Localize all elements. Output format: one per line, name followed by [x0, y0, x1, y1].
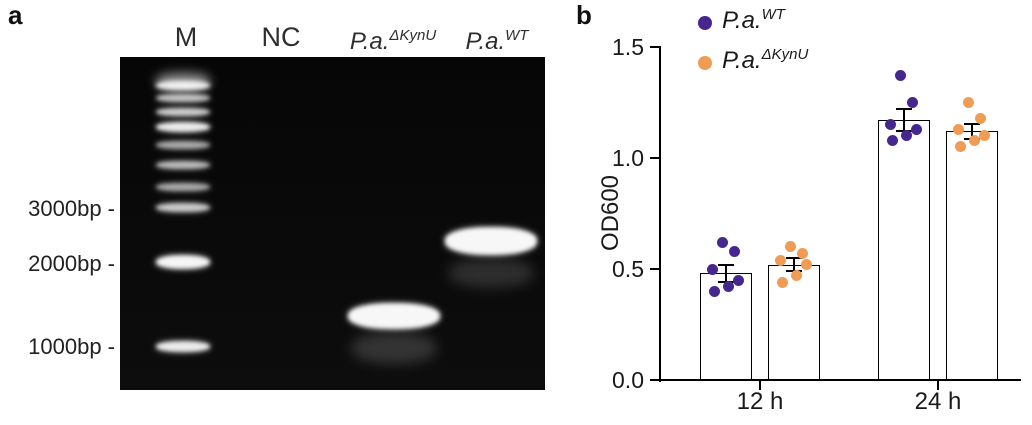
gel-lane-label-marker: M [174, 22, 198, 52]
data-point [796, 247, 808, 259]
gel-band [156, 255, 210, 269]
lane-label-base: P.a. [349, 28, 390, 55]
y-tick-label: 1.0 [612, 145, 644, 171]
data-point [906, 97, 918, 108]
data-point [784, 241, 796, 253]
data-point [774, 254, 786, 266]
data-point [974, 112, 986, 124]
x-tick-mark [759, 381, 761, 390]
gel-size-label-3000bp: 3000bp - [28, 196, 115, 221]
gel-lane-label-wt: P.a.WT [466, 27, 529, 56]
data-point [800, 259, 812, 271]
x-category-label: 24 h [914, 388, 962, 415]
data-point [706, 263, 718, 275]
bar [878, 120, 930, 380]
y-axis-line [659, 46, 661, 382]
gel-band [156, 203, 210, 212]
bar [768, 264, 820, 380]
error-bar-line [903, 109, 905, 132]
y-tick-mark [650, 379, 659, 381]
gel-band [156, 141, 210, 149]
gel-lane-label-nc: NC [261, 22, 301, 52]
error-bar-cap [718, 263, 734, 266]
gel-size-label-1000bp: 1000bp - [28, 334, 115, 359]
data-point [716, 236, 728, 248]
error-bar-line [725, 264, 727, 283]
error-bar-cap [786, 256, 802, 259]
error-bar-cap [896, 108, 912, 111]
legend-label-base: P.a. [722, 47, 762, 74]
legend-label-sup: ΔKynU [761, 46, 809, 63]
y-tick-mark [650, 46, 659, 48]
lane-label-sup: ΔKynU [389, 27, 437, 44]
gel-band [156, 94, 210, 102]
data-point [952, 123, 964, 135]
y-tick-mark [650, 268, 659, 270]
data-point [968, 134, 980, 146]
legend-entry-dkynu: P.a.ΔKynU [722, 46, 808, 75]
gel-band [445, 227, 537, 255]
error-bar-line [971, 123, 973, 140]
y-tick-label: 0.0 [612, 367, 644, 393]
plot-area [580, 0, 1032, 425]
data-point [722, 281, 734, 293]
gel-band [156, 81, 210, 90]
data-point [776, 276, 788, 288]
y-tick-mark [650, 157, 659, 159]
y-tick-label: 0.5 [612, 256, 644, 282]
gel-band [156, 122, 210, 132]
data-point [708, 285, 720, 297]
bar [946, 131, 998, 380]
gel-image [120, 57, 545, 390]
x-category-label: 12 h [736, 388, 784, 415]
x-axis-line [659, 379, 1021, 381]
legend-label-base: P.a. [722, 7, 762, 34]
y-tick-label: 1.5 [612, 34, 644, 60]
lane-label-base: P.a. [465, 28, 506, 55]
panel-a-letter: a [8, 0, 23, 30]
gel-band [156, 161, 210, 169]
data-point [884, 119, 896, 131]
data-point [728, 245, 740, 257]
gel-lane-label-dkynu: P.a.ΔKynU [350, 27, 436, 56]
gel-band [156, 108, 210, 116]
lane-label-sup: WT [505, 27, 529, 44]
gel-size-label-2000bp: 2000bp - [28, 251, 115, 276]
data-point [790, 270, 802, 282]
data-point [886, 134, 898, 146]
error-bar-line [793, 257, 795, 272]
legend-dot [698, 56, 712, 70]
data-point [894, 70, 906, 82]
data-point [954, 141, 966, 153]
panel-b-letter: b [576, 0, 592, 30]
data-point [732, 274, 744, 286]
legend-entry-wt: P.a.WT [722, 6, 785, 35]
data-point [900, 130, 912, 142]
data-point [910, 123, 922, 135]
legend-dot [698, 16, 712, 30]
legend-label-sup: WT [761, 6, 785, 23]
gel-band [352, 333, 436, 363]
gel-band [449, 259, 533, 287]
error-bar-cap [964, 122, 980, 125]
gel-band [156, 341, 210, 352]
data-point [978, 130, 990, 142]
growth-chart: P.a.WT P.a.ΔKynU OD600 0.0 0.5 1.0 1.5 1… [580, 0, 1032, 425]
x-tick-mark [937, 381, 939, 390]
gel-band [348, 303, 440, 329]
gel-band [156, 183, 210, 191]
data-point [962, 97, 974, 108]
